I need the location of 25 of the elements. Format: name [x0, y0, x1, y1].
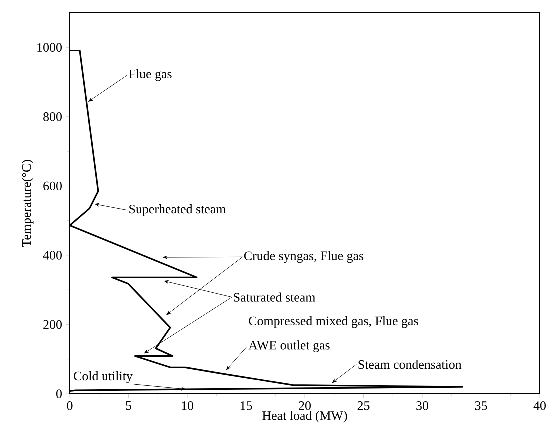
- y-tick-label: 400: [43, 251, 62, 260]
- annotation: Steam condensation: [358, 360, 462, 370]
- annotation: Saturated steam: [234, 292, 316, 302]
- annotation: Crude syngas, Flue gas: [244, 251, 364, 264]
- annotation: AWE outlet gas: [248, 340, 330, 352]
- y-axis-title: Temperature(°C): [22, 160, 34, 248]
- x-tick-label: 15: [240, 402, 252, 410]
- y-tick-label: 1000: [38, 43, 62, 52]
- x-tick-label: 0: [67, 402, 73, 410]
- y-tick-label: 600: [44, 182, 62, 191]
- annotation: Superheated steam: [130, 204, 226, 216]
- annotation: Cold utility: [74, 371, 133, 384]
- x-tick-label: 5: [126, 402, 132, 410]
- x-tick-label: 10: [182, 402, 194, 410]
- x-tick-label: 30: [416, 402, 428, 410]
- x-tick-label: 35: [475, 402, 488, 410]
- x-axis-title: Heat load (MW): [262, 411, 348, 423]
- x-tick-label: 20: [299, 402, 311, 410]
- y-tick-label: 0: [56, 390, 62, 398]
- y-tick-label: 200: [44, 320, 62, 330]
- annotation: Flue gas: [129, 69, 172, 82]
- annotation: Compressed mixed gas, Flue gas: [249, 316, 418, 328]
- x-tick-label: 40: [534, 402, 546, 410]
- y-tick-label: 800: [44, 112, 62, 122]
- x-tick-label: 25: [358, 402, 370, 410]
